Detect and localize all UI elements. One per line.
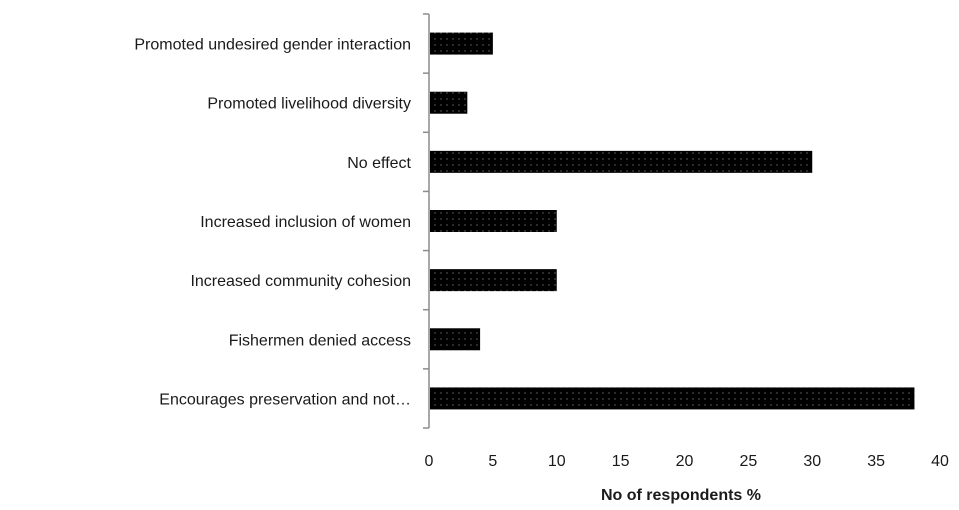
- bar: [430, 269, 557, 292]
- bar: [430, 32, 493, 55]
- category-label: Increased community cohesion: [190, 273, 411, 290]
- category-label: Promoted undesired gender interaction: [134, 37, 411, 54]
- y-axis: Promoted undesired gender interaction Pro…: [134, 13, 430, 429]
- category-label: Encourages preservation and not…: [159, 391, 411, 408]
- x-tick-label: 25: [739, 453, 757, 470]
- bar: [430, 150, 813, 173]
- bar: [430, 210, 557, 232]
- bars-group: [430, 32, 915, 410]
- x-tick-label: 5: [488, 453, 497, 470]
- category-label: Increased inclusion of women: [200, 214, 411, 231]
- category-label: No effect: [347, 155, 411, 172]
- bar: [430, 91, 468, 114]
- x-axis: 0 5 10 15 20 25 30 35 40: [425, 453, 949, 470]
- x-axis-title: No of respondents %: [601, 487, 761, 504]
- x-tick-label: 10: [548, 453, 566, 470]
- bar: [430, 328, 481, 351]
- x-tick-label: 30: [803, 453, 821, 470]
- category-label: Promoted livelihood diversity: [207, 96, 411, 113]
- x-tick-label: 15: [612, 453, 630, 470]
- category-label: Fishermen denied access: [229, 332, 411, 349]
- x-tick-label: 40: [931, 453, 949, 470]
- x-tick-label: 20: [676, 453, 694, 470]
- x-tick-label: 35: [867, 453, 885, 470]
- x-tick-label: 0: [425, 453, 434, 470]
- bar: [430, 387, 915, 410]
